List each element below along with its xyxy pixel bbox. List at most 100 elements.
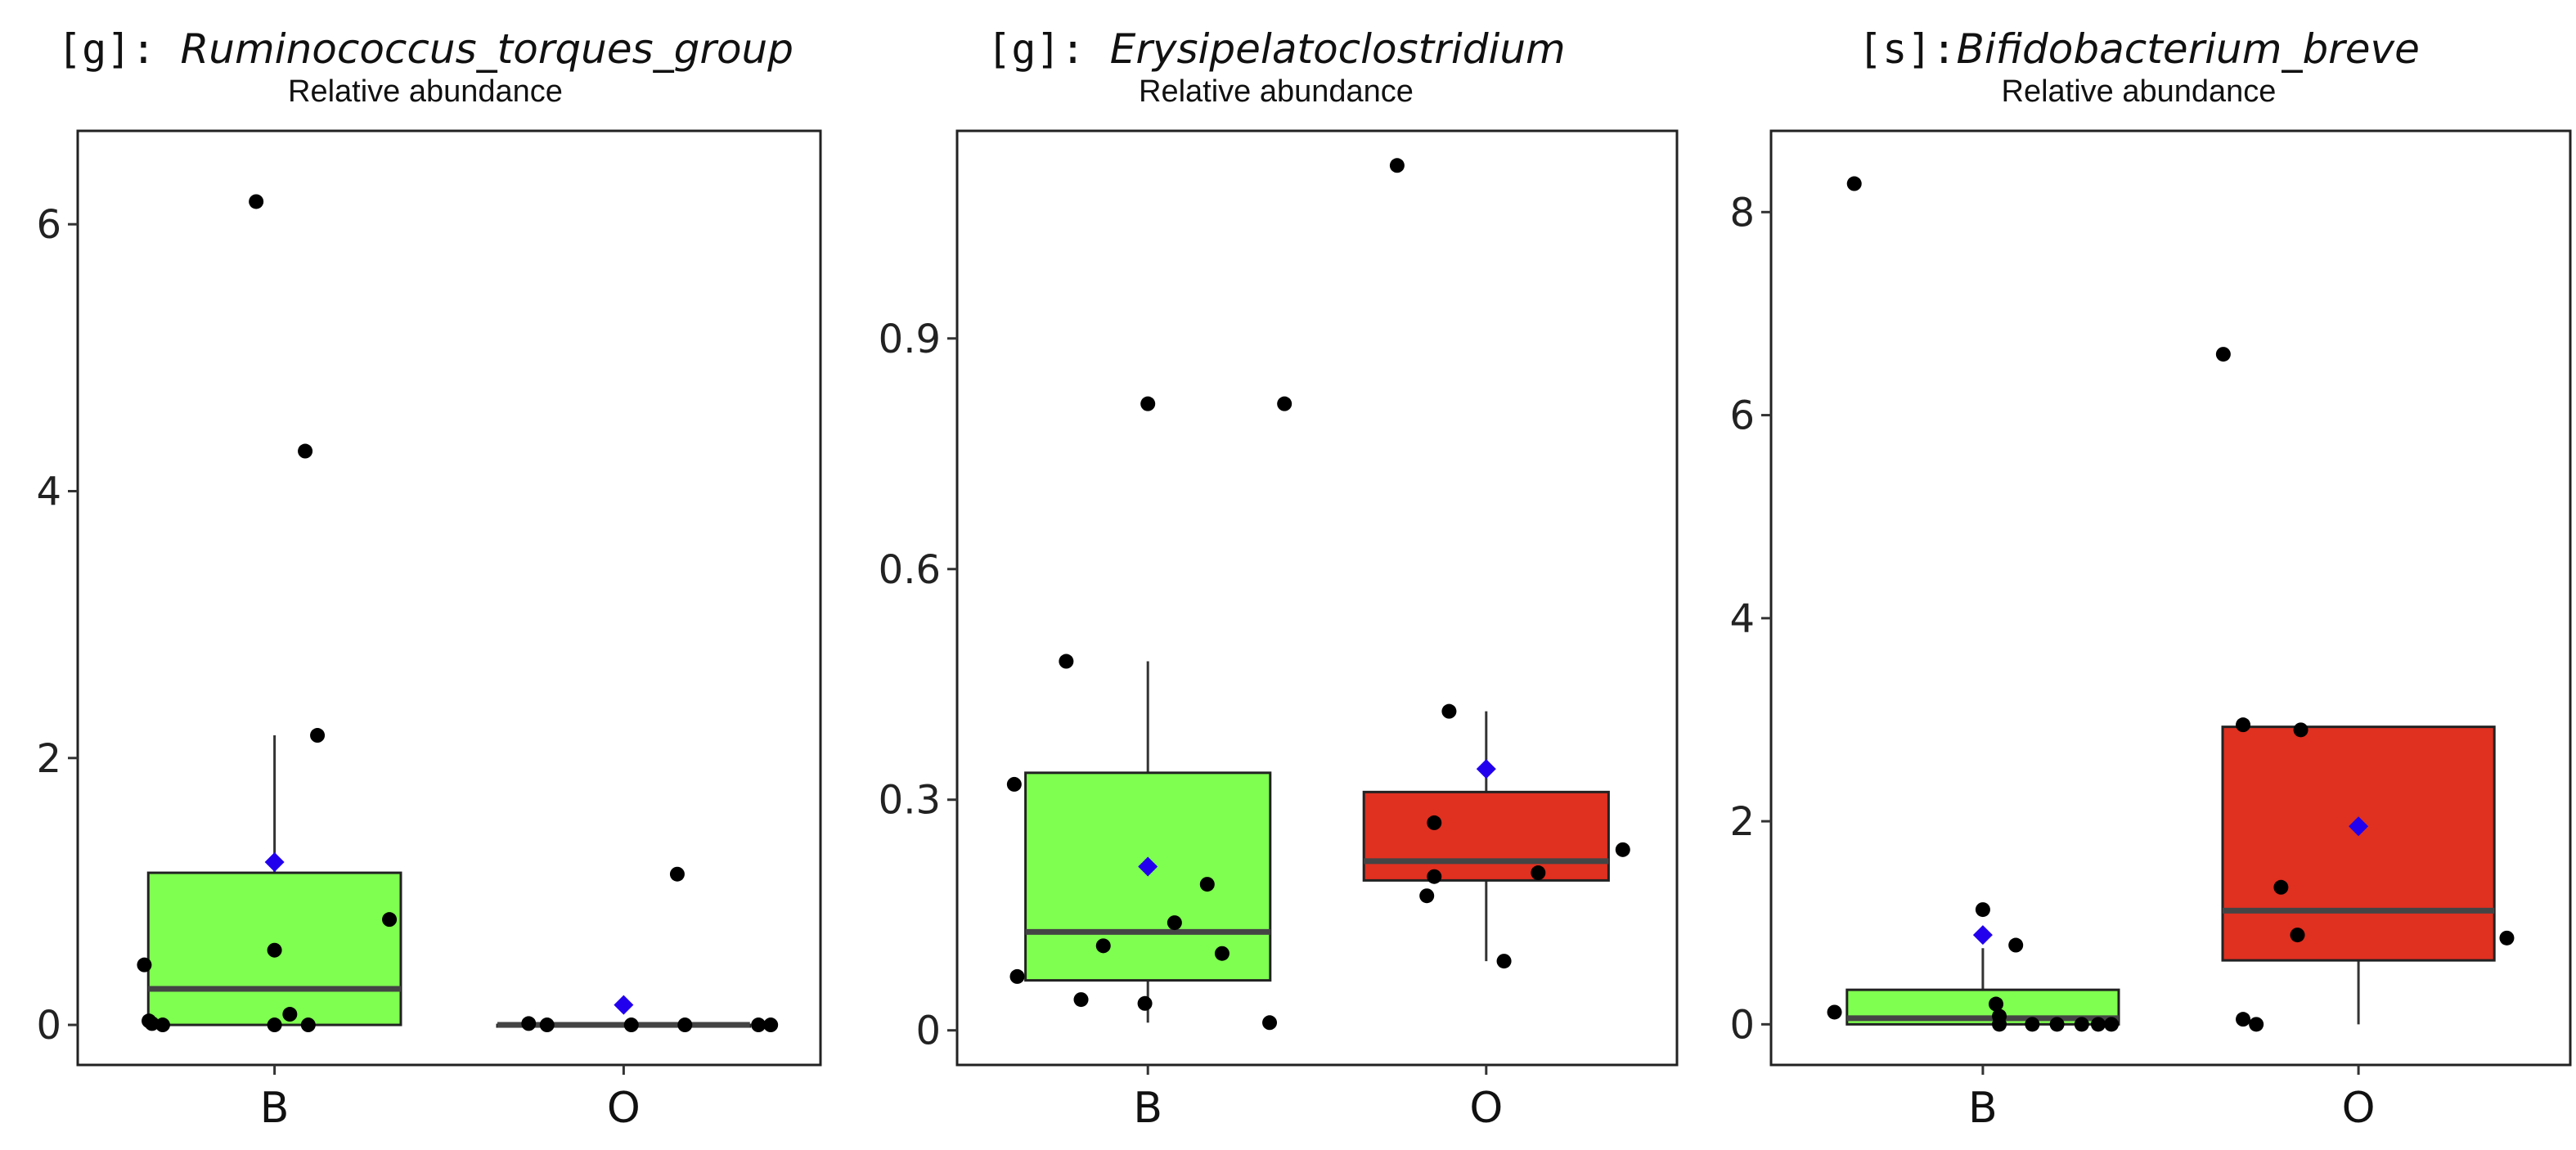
chart-panel-ruminococcus: [g]: Ruminococcus_torques_group Relative… bbox=[0, 0, 851, 1150]
x-tick-label: O bbox=[607, 1084, 641, 1133]
data-point bbox=[1496, 954, 1512, 969]
data-point bbox=[1199, 877, 1215, 892]
data-point bbox=[669, 866, 685, 882]
data-point bbox=[1989, 996, 2004, 1012]
chart-title: [g]: Ruminococcus_torques_group bbox=[0, 23, 851, 75]
data-point bbox=[521, 1016, 537, 1031]
y-tick-label: 6 bbox=[36, 202, 61, 248]
data-point bbox=[1140, 396, 1156, 411]
data-point bbox=[2049, 1017, 2065, 1032]
data-point bbox=[1095, 938, 1111, 954]
y-tick-label: 0.3 bbox=[879, 778, 941, 824]
data-point bbox=[1073, 992, 1089, 1008]
data-point bbox=[623, 1017, 639, 1033]
chart-subtitle: Relative abundance bbox=[1139, 74, 1414, 109]
y-tick-label: 0.9 bbox=[879, 317, 941, 362]
data-point bbox=[2008, 937, 2024, 953]
data-point bbox=[298, 443, 313, 459]
data-point bbox=[1846, 176, 1862, 191]
data-point bbox=[282, 1007, 298, 1022]
data-point bbox=[267, 1017, 282, 1033]
chart-title: [s]:Bifidobacterium_breve bbox=[1702, 23, 2576, 75]
data-point bbox=[1009, 968, 1025, 984]
y-tick-label: 6 bbox=[1729, 393, 1755, 439]
box-O bbox=[1362, 790, 1610, 882]
data-point bbox=[1389, 158, 1405, 173]
mean-marker bbox=[614, 995, 634, 1015]
data-point bbox=[1214, 946, 1230, 961]
data-point bbox=[2104, 1017, 2120, 1032]
y-tick-label: 4 bbox=[36, 469, 61, 514]
plot-frame bbox=[76, 129, 822, 1067]
data-point bbox=[1006, 776, 1022, 792]
y-tick-label: 0 bbox=[1729, 1002, 1755, 1048]
mean-marker bbox=[1138, 856, 1158, 877]
x-tick-label: O bbox=[1469, 1084, 1503, 1133]
data-point bbox=[2290, 928, 2305, 943]
data-point bbox=[539, 1017, 555, 1033]
chart-subtitle: Relative abundance bbox=[288, 74, 563, 109]
plot-frame bbox=[955, 129, 1679, 1067]
data-point bbox=[1615, 842, 1630, 857]
data-point bbox=[155, 1017, 170, 1033]
y-tick-label: 0 bbox=[36, 1003, 61, 1049]
data-point bbox=[1992, 1017, 2007, 1032]
mean-marker bbox=[1972, 925, 1993, 946]
data-point bbox=[2499, 930, 2515, 946]
data-point bbox=[1419, 888, 1435, 904]
data-point bbox=[2025, 1017, 2040, 1032]
mean-marker bbox=[1476, 759, 1496, 779]
x-tick-label: B bbox=[1968, 1084, 1998, 1133]
data-point bbox=[2236, 717, 2251, 733]
chart-title: [g]: Erysipelatoclostridium bbox=[851, 23, 1702, 75]
chart-panel-erysipelatoclostridium: [g]: Erysipelatoclostridium Relative abu… bbox=[851, 0, 1702, 1150]
box-O bbox=[2221, 725, 2496, 962]
title-taxon: Erysipelatoclostridium bbox=[1109, 25, 1566, 73]
data-point bbox=[1427, 815, 1442, 830]
data-point bbox=[1975, 902, 1990, 918]
title-taxon: Ruminococcus_torques_group bbox=[180, 25, 793, 73]
y-tick-label: 4 bbox=[1729, 596, 1755, 642]
data-point bbox=[1059, 654, 1074, 669]
data-point bbox=[1277, 396, 1292, 411]
data-point bbox=[1167, 915, 1182, 931]
y-tick-label: 2 bbox=[1729, 799, 1755, 845]
title-prefix: [s]: bbox=[1858, 25, 1957, 73]
chart-subtitle: Relative abundance bbox=[2001, 74, 2277, 109]
x-tick-label: O bbox=[2342, 1084, 2376, 1133]
data-point bbox=[249, 194, 264, 209]
mean-marker bbox=[264, 852, 285, 873]
data-point bbox=[2273, 879, 2289, 895]
data-point bbox=[2074, 1017, 2089, 1032]
plot-area: 0 2 4 6 8 B O bbox=[1729, 129, 2572, 1133]
data-point bbox=[1262, 1015, 1278, 1031]
title-prefix: [g]: bbox=[987, 25, 1110, 73]
plot-area: 0 0.3 0.6 0.9 B O bbox=[879, 129, 1679, 1133]
data-point bbox=[137, 957, 152, 973]
y-tick-label: 8 bbox=[1729, 190, 1755, 236]
data-point bbox=[2293, 722, 2309, 738]
data-point bbox=[300, 1017, 316, 1033]
data-point bbox=[2215, 347, 2231, 362]
data-point bbox=[763, 1017, 779, 1033]
data-point bbox=[144, 1016, 160, 1031]
plot-area: 0 2 4 6 B O bbox=[36, 129, 822, 1133]
y-tick-label: 2 bbox=[36, 736, 61, 782]
data-point bbox=[1441, 703, 1457, 719]
y-tick-label: 0.6 bbox=[879, 547, 941, 593]
mean-marker bbox=[2349, 816, 2369, 837]
data-point bbox=[267, 942, 282, 958]
data-point bbox=[2236, 1012, 2251, 1027]
plot-frame bbox=[1769, 129, 2572, 1067]
data-point bbox=[1137, 995, 1153, 1011]
data-point bbox=[382, 912, 398, 928]
data-point bbox=[751, 1017, 767, 1033]
data-point bbox=[2090, 1017, 2106, 1032]
box-B bbox=[1024, 771, 1272, 982]
data-point bbox=[677, 1017, 693, 1033]
y-tick-label: 0 bbox=[915, 1008, 941, 1054]
x-tick-label: B bbox=[1133, 1084, 1162, 1133]
data-point bbox=[310, 728, 326, 743]
x-tick-label: B bbox=[260, 1084, 290, 1133]
chart-panel-bifidobacterium: [s]:Bifidobacterium_breve Relative abund… bbox=[1702, 0, 2576, 1150]
